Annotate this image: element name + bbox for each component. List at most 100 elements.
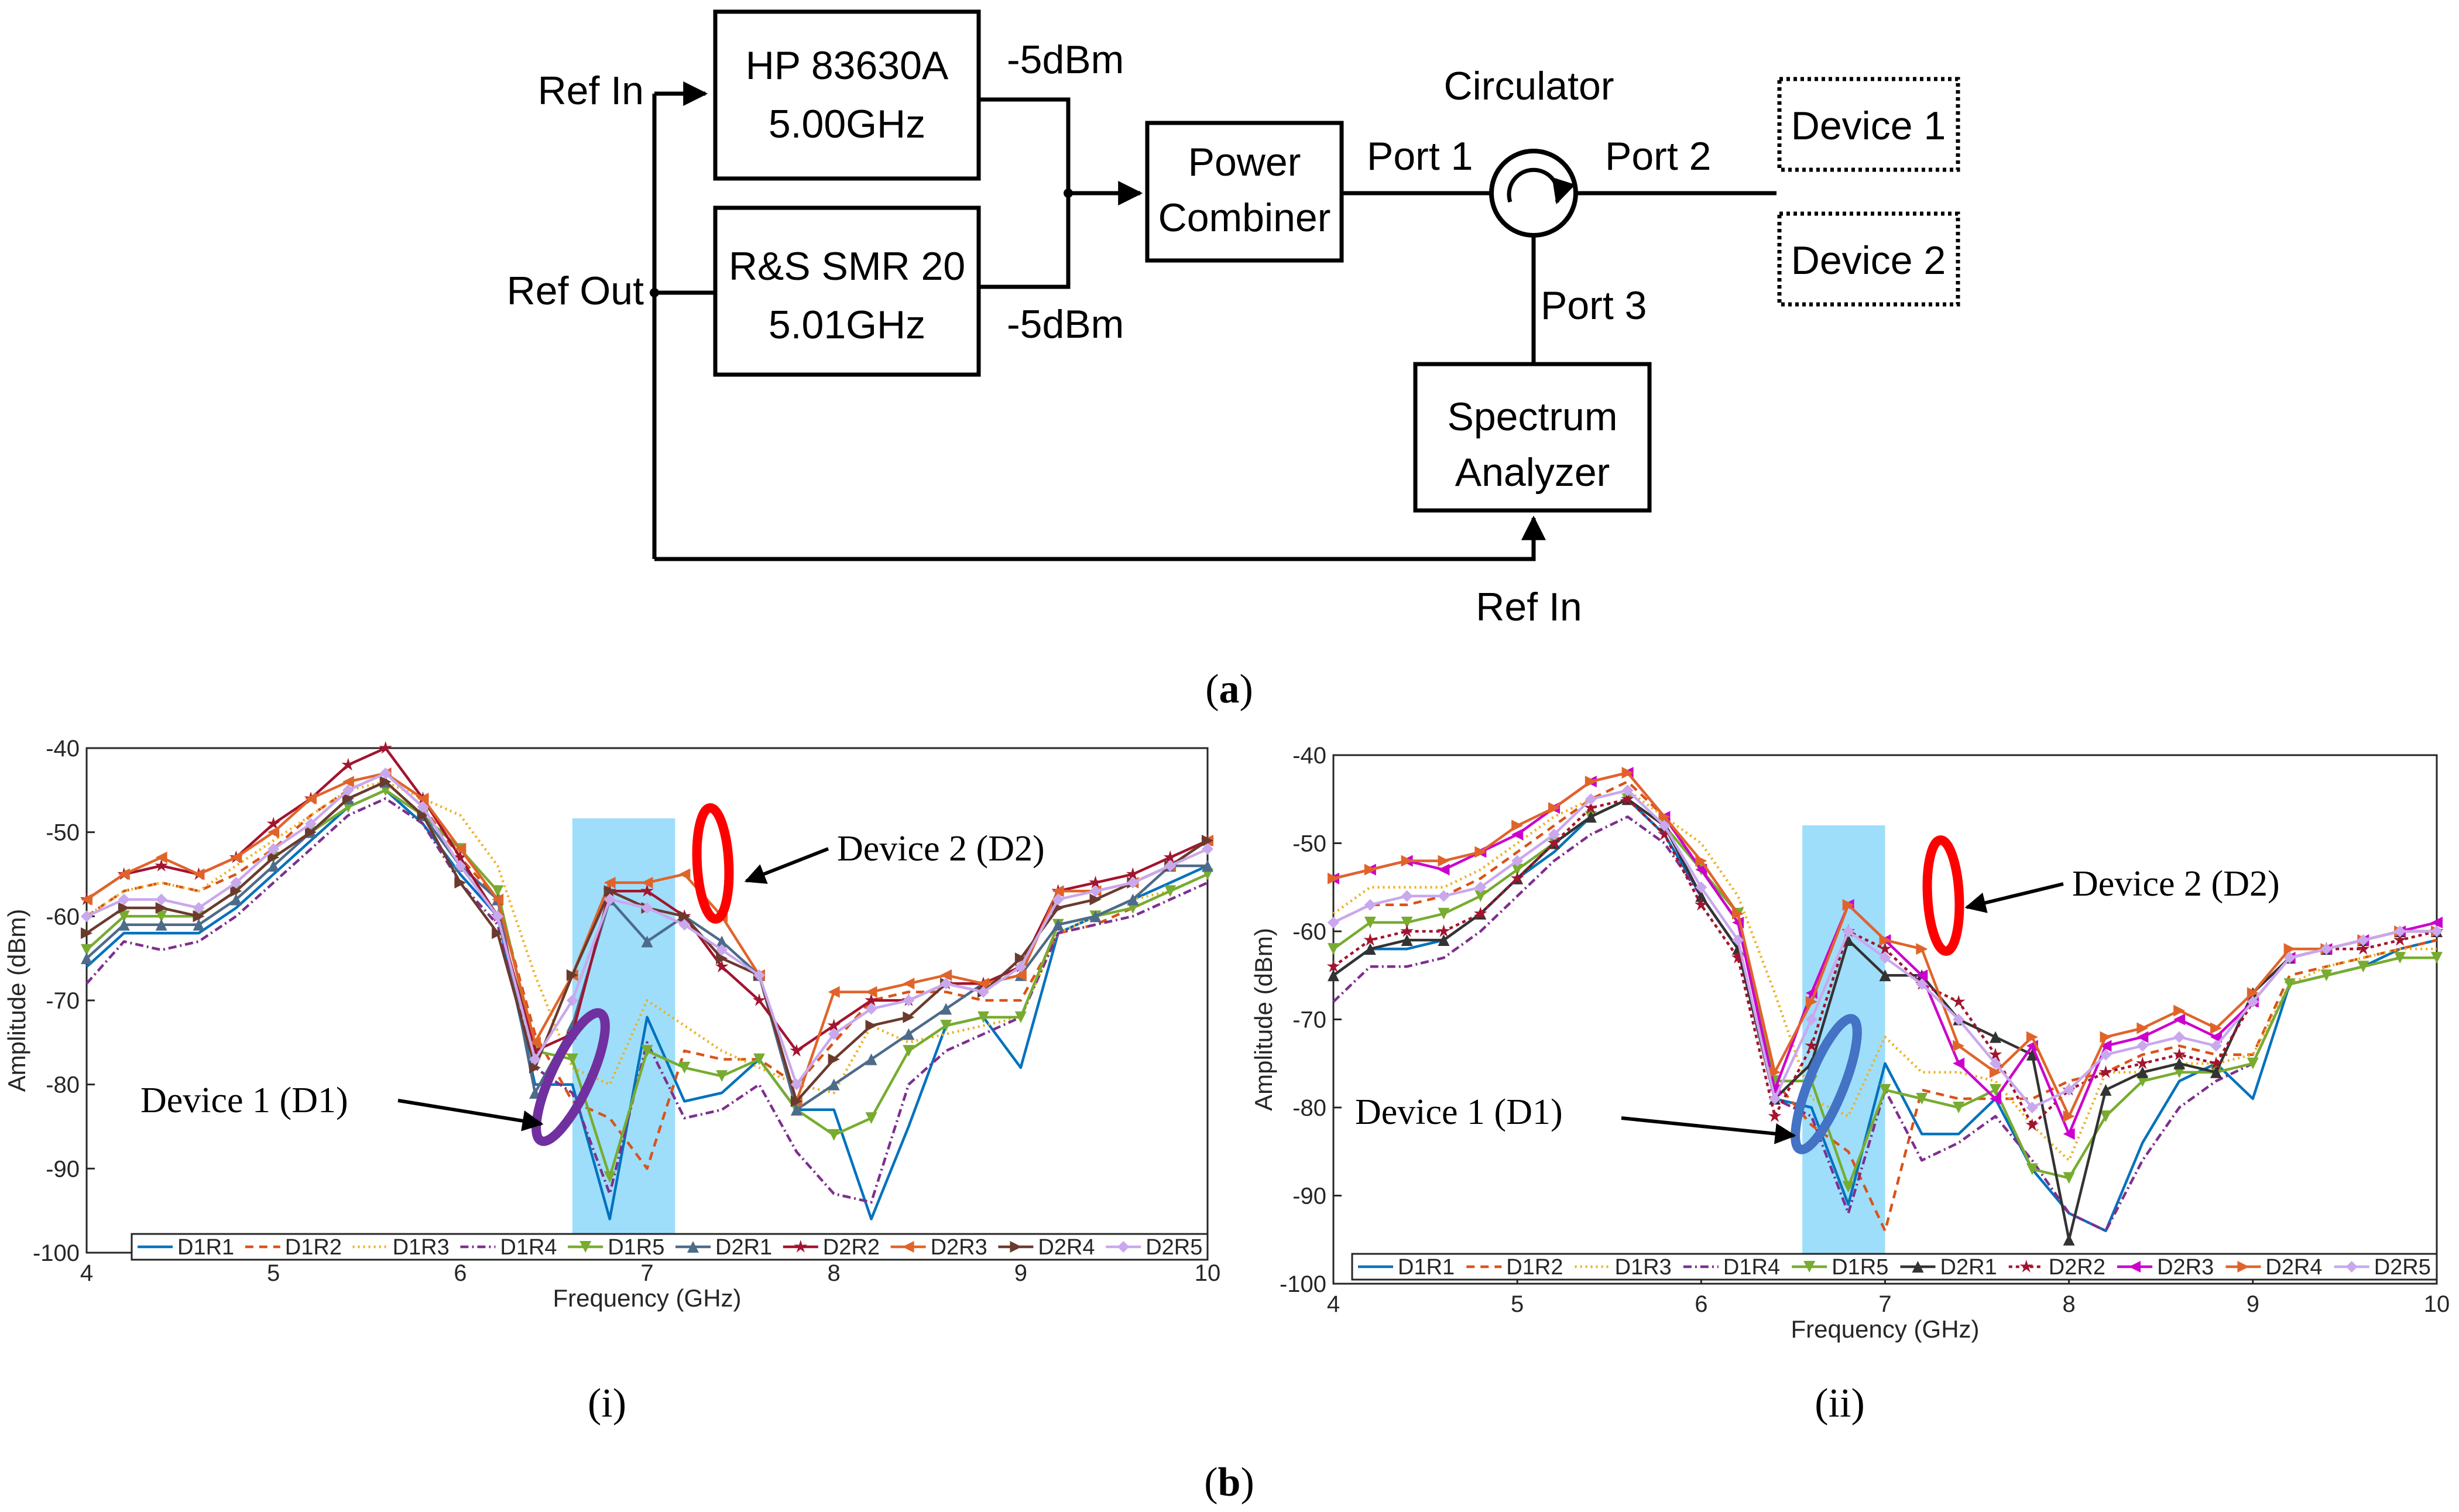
data-point-marker <box>1803 1261 1816 1273</box>
y-tick-label: -90 <box>1292 1184 1326 1209</box>
device-1-highlight-ring <box>1791 1014 1862 1154</box>
legend-label: D1R1 <box>1398 1255 1455 1280</box>
data-point-marker <box>1658 827 1671 841</box>
legend-label: D1R3 <box>1615 1255 1672 1280</box>
data-point-marker <box>715 959 729 973</box>
data-point-marker <box>1401 934 1413 947</box>
data-point-marker <box>2173 1066 2186 1078</box>
legend: D1R1 D1R2 D1R3 D1R4 D1R5 D2R1 D2R2 D2R3 D2R4 D2R5 <box>131 1233 1209 1261</box>
device-1-arrow <box>1621 1116 1796 1144</box>
x-tick-label: 5 <box>1511 1291 1524 1317</box>
data-point-marker <box>903 995 915 1006</box>
device-1-arrow <box>397 1099 544 1132</box>
data-point-marker <box>1473 906 1487 920</box>
data-point-marker <box>2431 952 2443 964</box>
data-point-marker <box>2063 1110 2075 1123</box>
x-tick-label: 5 <box>267 1260 280 1286</box>
gen1-power-label: -5dBm <box>1007 37 1124 82</box>
data-point-marker <box>2063 1128 2075 1140</box>
legend-label: D2R1 <box>1940 1255 1997 1280</box>
x-axis-label: Frequency (GHz) <box>1791 1315 1979 1343</box>
gen1-frequency: 5.00GHz <box>769 102 925 146</box>
x-tick-label: 6 <box>1695 1291 1707 1317</box>
x-tick-label: 10 <box>1195 1260 1221 1286</box>
power-combiner-box <box>1145 121 1344 263</box>
data-point-marker <box>678 910 691 923</box>
data-point-marker <box>2357 934 2369 947</box>
data-point-marker <box>2136 1031 2149 1043</box>
data-point-marker <box>940 1020 952 1032</box>
y-axis-label: Amplitude (dBm) <box>1250 928 1277 1111</box>
data-point-marker <box>1401 890 1413 902</box>
data-point-marker <box>417 801 429 813</box>
data-point-marker <box>1585 793 1597 805</box>
legend-label: D2R3 <box>931 1235 987 1260</box>
series-line-d1r1 <box>85 788 1208 1220</box>
data-point-marker <box>2025 1118 2039 1131</box>
data-point-marker <box>1842 934 1854 947</box>
data-point-marker <box>2026 1048 2038 1061</box>
data-point-marker <box>2136 1040 2149 1052</box>
data-point-marker <box>1438 863 1450 876</box>
data-point-marker <box>903 1045 915 1057</box>
data-point-marker <box>865 1112 877 1124</box>
data-point-marker <box>1163 850 1177 863</box>
data-point-marker <box>267 843 280 855</box>
data-point-marker <box>978 1011 989 1023</box>
y-tick-label: -80 <box>1292 1095 1326 1121</box>
data-point-marker <box>1364 916 1376 928</box>
data-point-marker <box>1363 933 1377 946</box>
data-point-marker <box>305 826 317 838</box>
data-point-marker <box>2283 978 2296 990</box>
data-point-marker <box>155 910 167 923</box>
data-point-marker <box>2356 942 2370 955</box>
data-point-marker <box>678 918 691 931</box>
data-point-marker <box>640 884 654 897</box>
data-point-marker <box>417 793 429 805</box>
x-tick-label: 4 <box>1327 1291 1340 1317</box>
data-point-marker <box>1769 1066 1781 1078</box>
data-point-marker <box>1769 1092 1781 1105</box>
series-d1r3 <box>1332 788 2437 1162</box>
data-point-marker <box>155 851 167 863</box>
data-point-marker <box>1052 885 1064 897</box>
data-point-marker <box>1842 899 1854 911</box>
series-d2r5 <box>81 767 1213 1091</box>
data-point-marker <box>379 741 393 754</box>
data-point-marker <box>603 885 616 897</box>
legend-label: D2R1 <box>715 1235 772 1260</box>
data-point-marker <box>81 944 92 956</box>
legend-label: D1R5 <box>608 1235 664 1260</box>
data-point-marker <box>1953 1057 1965 1069</box>
legend-label: D2R5 <box>2374 1255 2431 1280</box>
data-point-marker <box>1400 924 1414 937</box>
data-point-marker <box>492 893 504 906</box>
analyzer-label-line2: Analyzer <box>1455 450 1610 495</box>
data-point-marker <box>1511 820 1524 832</box>
data-point-marker <box>267 826 280 838</box>
data-point-marker <box>1511 828 1524 841</box>
data-point-marker <box>155 893 167 906</box>
data-point-marker <box>978 986 989 998</box>
data-point-marker <box>267 851 280 863</box>
legend-label: D1R4 <box>1723 1255 1780 1280</box>
data-point-marker <box>1089 885 1102 897</box>
series-d2r4 <box>1328 767 2443 1123</box>
data-point-marker <box>2026 1163 2038 1175</box>
gen1-model: HP 83630A <box>746 43 949 88</box>
data-point-marker <box>1695 890 1707 902</box>
data-point-marker <box>342 793 354 805</box>
data-point-marker <box>1878 942 1892 955</box>
data-point-marker <box>1014 952 1027 965</box>
data-point-marker <box>2210 1022 2222 1034</box>
y-axis-label: Amplitude (dBm) <box>3 909 30 1092</box>
data-point-marker <box>827 1019 841 1031</box>
data-point-marker <box>492 927 504 940</box>
data-point-marker <box>492 885 504 897</box>
data-point-marker <box>1732 907 1744 920</box>
data-point-marker <box>1912 1261 1924 1273</box>
data-point-marker <box>1658 820 1671 832</box>
data-point-marker <box>1089 875 1102 889</box>
analyzer-ref-in-label: Ref In <box>1476 585 1582 629</box>
data-point-marker <box>417 809 429 821</box>
